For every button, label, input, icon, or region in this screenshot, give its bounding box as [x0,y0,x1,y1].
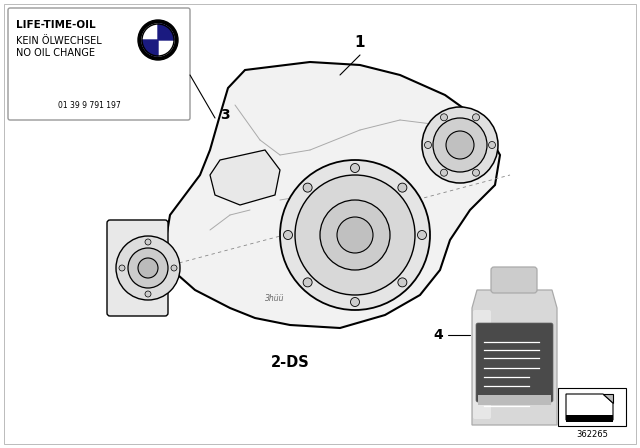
Bar [478,395,551,405]
Circle shape [138,258,158,278]
FancyBboxPatch shape [473,310,491,419]
Circle shape [417,231,426,240]
Circle shape [303,278,312,287]
Polygon shape [210,150,280,205]
Circle shape [472,114,479,121]
Circle shape [295,175,415,295]
Circle shape [142,24,174,56]
Polygon shape [603,394,613,403]
Text: 01 39 9 791 197: 01 39 9 791 197 [58,101,120,110]
Text: 1: 1 [355,35,365,50]
Text: LIFE-TIME-OIL: LIFE-TIME-OIL [16,20,95,30]
Text: KEIN ÖLWECHSEL: KEIN ÖLWECHSEL [16,36,102,46]
Polygon shape [472,290,557,425]
Circle shape [398,183,407,192]
Circle shape [440,114,447,121]
Text: NO OIL CHANGE: NO OIL CHANGE [16,48,95,58]
Text: 4: 4 [433,328,443,342]
Circle shape [488,142,495,148]
Circle shape [472,169,479,176]
Polygon shape [165,62,500,328]
Circle shape [433,118,487,172]
Circle shape [424,142,431,148]
Circle shape [422,107,498,183]
Circle shape [128,248,168,288]
Circle shape [351,164,360,172]
Circle shape [284,231,292,240]
Polygon shape [158,24,174,40]
Text: 2-DS: 2-DS [271,355,309,370]
Circle shape [171,265,177,271]
Circle shape [351,297,360,306]
Circle shape [320,200,390,270]
Text: 362265: 362265 [576,430,608,439]
FancyBboxPatch shape [107,220,168,316]
Circle shape [145,239,151,245]
Circle shape [440,169,447,176]
Polygon shape [566,394,613,420]
Circle shape [145,291,151,297]
FancyBboxPatch shape [491,267,537,293]
Circle shape [303,183,312,192]
Circle shape [337,217,373,253]
Circle shape [446,131,474,159]
FancyBboxPatch shape [476,323,553,402]
Text: Зhüü: Зhüü [265,293,285,302]
Bar [566,415,613,422]
Circle shape [398,278,407,287]
Polygon shape [142,40,158,56]
FancyBboxPatch shape [8,8,190,120]
Circle shape [116,236,180,300]
Circle shape [119,265,125,271]
Circle shape [138,20,178,60]
Bar [558,388,626,426]
Text: 3: 3 [220,108,230,122]
Circle shape [280,160,430,310]
